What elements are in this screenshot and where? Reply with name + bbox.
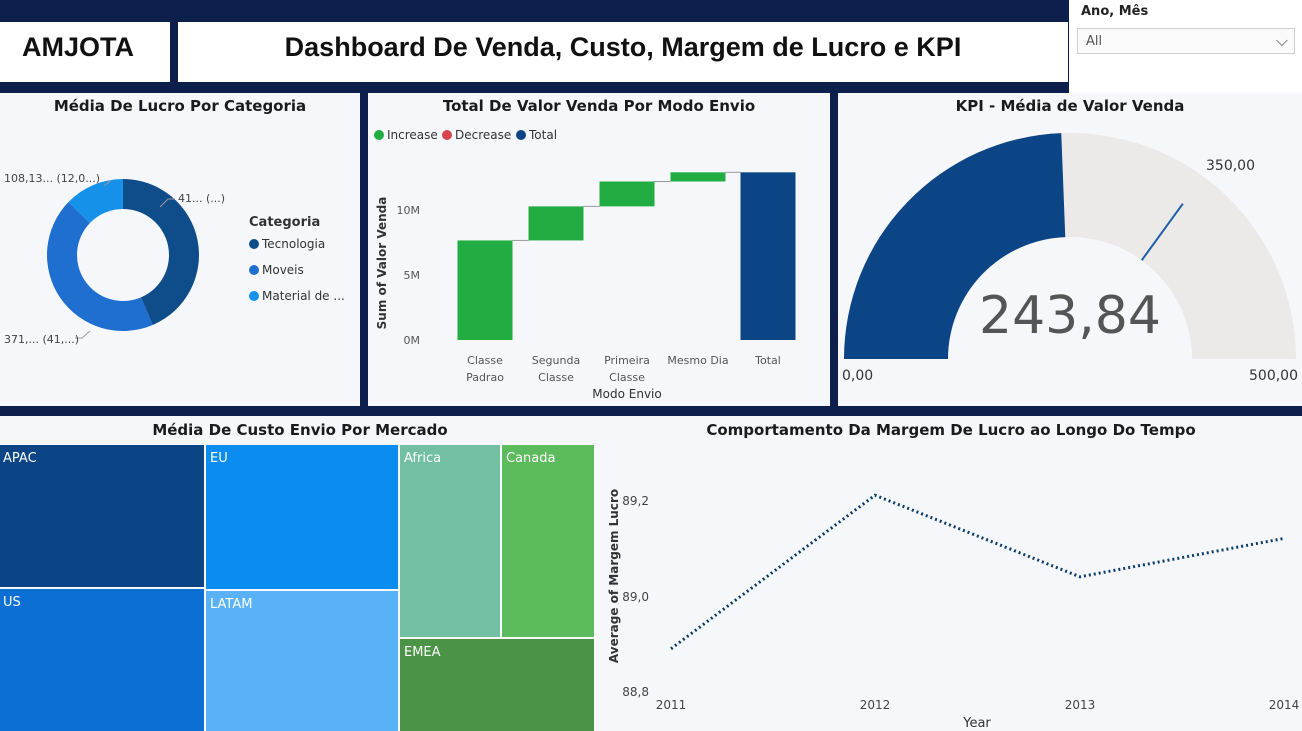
gauge-title: KPI - Média de Valor Venda xyxy=(955,97,1185,115)
slicer-dropdown[interactable]: All ⌵ xyxy=(1077,28,1295,54)
y-tick-label: 89,0 xyxy=(622,590,649,604)
x-axis-title: Modo Envio xyxy=(592,387,661,401)
treemap-label: APAC xyxy=(3,451,37,466)
legend-dot xyxy=(374,130,384,140)
legend-label: Tecnologia xyxy=(262,237,326,251)
x-tick-label: 2012 xyxy=(860,698,891,712)
treemap-label: US xyxy=(3,595,21,610)
line-series[interactable] xyxy=(670,493,1285,650)
treemap-tile-apac[interactable]: APAC xyxy=(0,445,204,587)
treemap-label: Canada xyxy=(506,451,556,466)
waterfall-bar[interactable] xyxy=(670,172,726,182)
legend-item-decrease[interactable]: Decrease xyxy=(442,128,511,142)
y-tick-label: 10M xyxy=(397,204,421,217)
treemap-label: LATAM xyxy=(210,597,253,612)
leader-line-material xyxy=(103,180,112,187)
treemap-panel: Média De Custo Envio Por Mercado APAC US… xyxy=(0,416,600,731)
gauge-target-line xyxy=(1140,203,1184,261)
legend-item-tecnologia[interactable]: Tecnologia xyxy=(249,237,325,251)
slicer-value: All xyxy=(1086,34,1103,49)
legend-label: Increase xyxy=(387,128,438,142)
treemap-tile-emea[interactable]: EMEA xyxy=(400,639,594,731)
x-tick-label: Classe xyxy=(538,371,574,384)
x-tick-label: Classe xyxy=(609,371,645,384)
x-tick-label: Primeira xyxy=(604,354,650,367)
dashboard-title: Dashboard De Venda, Custo, Margem de Luc… xyxy=(178,22,1068,82)
donut-chart-title: Média De Lucro Por Categoria xyxy=(53,97,307,115)
treemap-tile-africa[interactable]: Africa xyxy=(400,445,500,637)
legend-dot xyxy=(442,130,452,140)
line-chart-title: Comportamento Da Margem De Lucro ao Long… xyxy=(706,421,1196,439)
treemap-tile-canada[interactable]: Canada xyxy=(502,445,594,637)
y-axis-title: Average of Margem Lucro xyxy=(607,489,621,663)
legend-dot xyxy=(249,291,259,301)
gauge-min-label: 0,00 xyxy=(842,368,873,384)
treemap-label: EMEA xyxy=(404,645,441,660)
legend-dot xyxy=(249,239,259,249)
line-chart: 88,8 89,0 89,2 Average of Margem Lucro Y… xyxy=(607,489,1300,731)
data-label-material: 108,13... (12,0...) xyxy=(4,172,100,185)
y-tick-label: 89,2 xyxy=(622,494,649,508)
waterfall-chart-title: Total De Valor Venda Por Modo Envio xyxy=(442,97,756,115)
donut-slice-moveis[interactable] xyxy=(46,202,153,331)
leader-line-tecnologia xyxy=(159,198,175,208)
gauge-value-arc[interactable] xyxy=(844,133,1066,359)
waterfall-bar[interactable] xyxy=(457,240,513,340)
y-tick-label: 88,8 xyxy=(622,685,649,699)
legend-label: Total xyxy=(529,128,558,142)
waterfall-chart: 0M 5M 10M Sum of Valor Venda Modo Envio … xyxy=(375,171,796,401)
x-tick-label: Classe xyxy=(467,354,503,367)
donut-chart: 41... (...) 108,13... (12,0...) 371,... … xyxy=(4,172,225,346)
legend-item-material[interactable]: Material de ... xyxy=(249,289,345,303)
x-tick-label: Mesmo Dia xyxy=(667,354,728,367)
treemap-label: EU xyxy=(210,451,228,466)
treemap-label: Africa xyxy=(404,451,442,466)
legend-dot xyxy=(249,265,259,275)
legend-title: Categoria xyxy=(249,215,321,230)
waterfall-bar[interactable] xyxy=(740,172,796,340)
x-tick-label: Segunda xyxy=(532,354,580,367)
gauge-chart: 243,84 0,00 500,00 350,00 xyxy=(842,133,1298,384)
legend-dot xyxy=(516,130,526,140)
waterfall-bar[interactable] xyxy=(599,181,655,207)
x-axis-title: Year xyxy=(962,716,991,731)
treemap-tile-eu[interactable]: EU xyxy=(206,445,398,589)
x-tick-label: Padrao xyxy=(466,371,504,384)
legend-label: Material de ... xyxy=(262,289,345,303)
y-axis-title: Sum of Valor Venda xyxy=(375,197,389,330)
line-chart-panel: Comportamento Da Margem De Lucro ao Long… xyxy=(600,416,1302,731)
legend-item-increase[interactable]: Increase xyxy=(374,128,438,142)
chevron-down-icon[interactable]: ⌵ xyxy=(1275,31,1288,50)
y-tick-label: 5M xyxy=(404,269,421,282)
donut-slice-material[interactable] xyxy=(68,179,123,224)
y-tick-label: 0M xyxy=(404,334,421,347)
legend-item-moveis[interactable]: Moveis xyxy=(249,263,304,277)
treemap-tile-us[interactable]: US xyxy=(0,589,204,731)
x-tick-label: 2013 xyxy=(1065,698,1096,712)
donut-slice-tecnologia[interactable] xyxy=(123,179,200,325)
gauge-max-label: 500,00 xyxy=(1249,368,1298,384)
gauge-panel: KPI - Média de Valor Venda 243,84 0,00 5… xyxy=(838,93,1302,406)
treemap-title: Média De Custo Envio Por Mercado xyxy=(152,421,448,439)
data-label-tecnologia: 41... (...) xyxy=(178,192,225,205)
donut-chart-panel: Média De Lucro Por Categoria 41... (...)… xyxy=(0,93,360,406)
slicer-label: Ano, Mês xyxy=(1081,4,1149,19)
x-tick-label: 2014 xyxy=(1269,698,1300,712)
x-tick-label: 2011 xyxy=(656,698,687,712)
treemap-tile-latam[interactable]: LATAM xyxy=(206,591,398,731)
year-month-slicer: Ano, Mês All ⌵ xyxy=(1069,0,1302,93)
leader-line-moveis xyxy=(75,330,91,339)
brand-logo: AMJOTA xyxy=(0,22,170,82)
legend-label: Decrease xyxy=(455,128,512,142)
waterfall-chart-panel: Total De Valor Venda Por Modo Envio Incr… xyxy=(368,93,830,406)
gauge-target-label: 350,00 xyxy=(1206,158,1255,174)
gauge-value: 243,84 xyxy=(979,286,1161,346)
waterfall-bar[interactable] xyxy=(528,206,584,241)
data-label-moveis: 371,... (41,...) xyxy=(4,333,79,346)
legend-label: Moveis xyxy=(262,263,304,277)
legend-item-total[interactable]: Total xyxy=(516,128,557,142)
x-tick-label: Total xyxy=(754,354,781,367)
